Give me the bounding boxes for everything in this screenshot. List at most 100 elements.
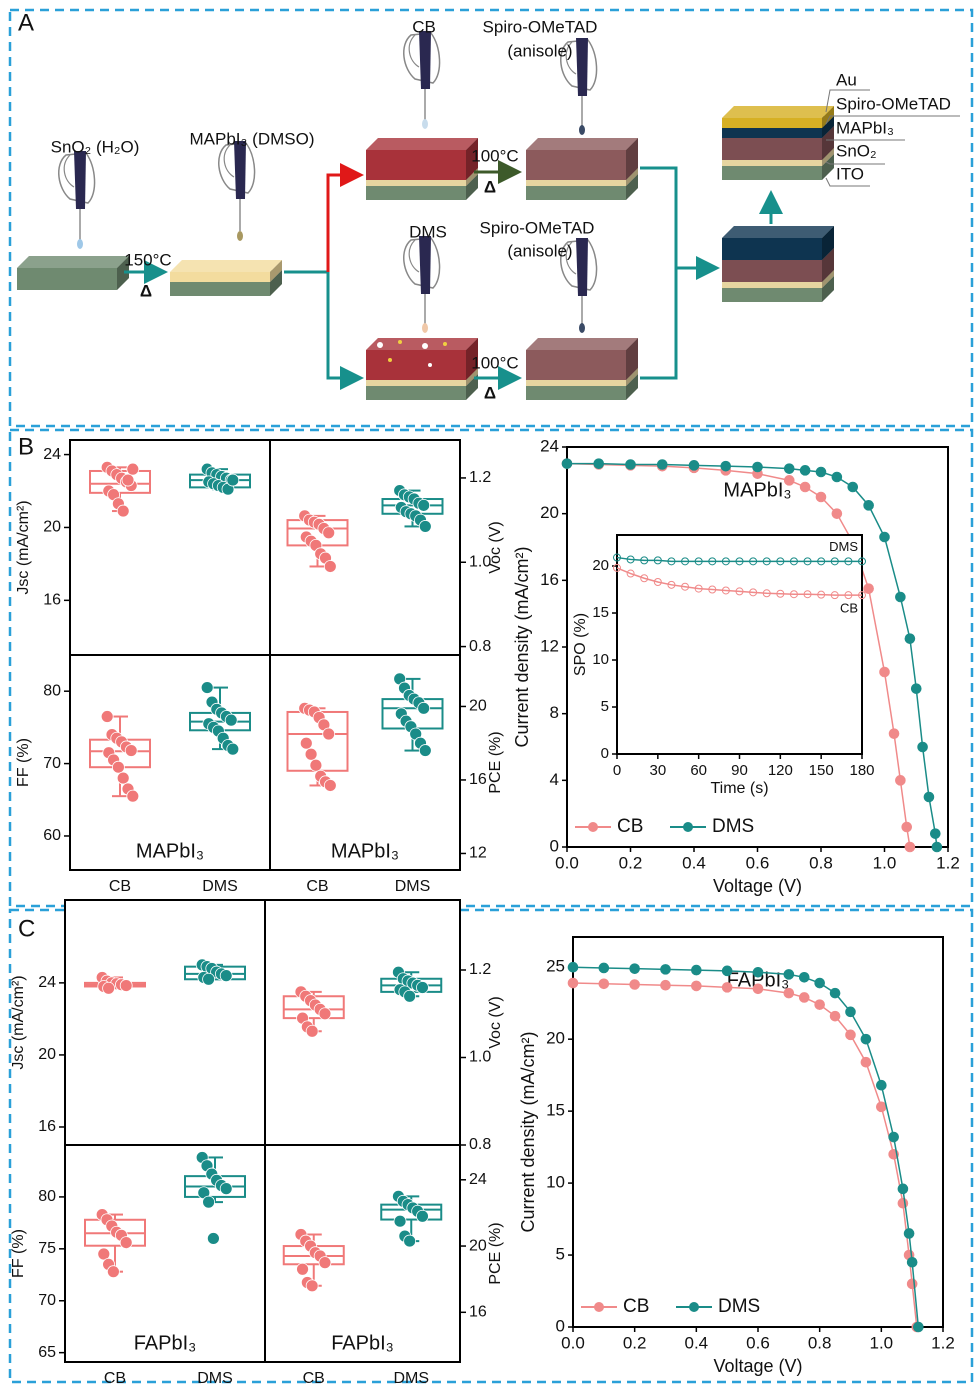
data-point xyxy=(661,964,671,974)
schematic-label: 150°C xyxy=(124,250,171,269)
legend-marker xyxy=(689,1302,699,1312)
data-point xyxy=(895,775,905,785)
y-tick-label: 65 xyxy=(38,1344,56,1361)
x-tick-label: 0.4 xyxy=(685,1333,709,1352)
y-tick-label: 5 xyxy=(556,1245,565,1264)
x-tick-label: 0.8 xyxy=(809,853,833,872)
data-point xyxy=(876,1102,886,1112)
data-point xyxy=(324,779,336,791)
data-point xyxy=(861,1057,871,1067)
legend-marker xyxy=(594,1302,604,1312)
data-point xyxy=(913,1322,923,1332)
data-point xyxy=(394,1215,406,1227)
x-tick-label: 1.2 xyxy=(931,1333,955,1352)
schematic-label: CB xyxy=(412,17,436,36)
y-axis-label: FF (%) xyxy=(10,1229,27,1278)
data-point xyxy=(753,984,763,994)
schematic-label: Δ xyxy=(484,177,496,196)
data-point xyxy=(930,829,940,839)
data-point xyxy=(203,1196,215,1208)
x-tick-label: 120 xyxy=(768,762,793,779)
x-tick-label: 1.0 xyxy=(870,1333,894,1352)
x-tick-label: 0.4 xyxy=(682,853,706,872)
data-point xyxy=(416,982,428,994)
y-tick-label: 5 xyxy=(601,698,609,715)
plot-frame xyxy=(65,1145,265,1362)
data-point xyxy=(902,822,912,832)
schematic-label: DMS xyxy=(409,222,447,241)
y-tick-label: 16 xyxy=(469,771,487,788)
x-tick-label: 60 xyxy=(690,762,707,779)
x-tick-label: CB xyxy=(303,1370,325,1386)
y-tick-label: 12 xyxy=(540,636,559,655)
data-point xyxy=(815,978,825,988)
y-tick-label: 24 xyxy=(38,974,56,991)
data-point xyxy=(800,482,810,492)
data-point xyxy=(722,982,732,992)
y-tick-label: 16 xyxy=(540,570,559,589)
x-tick-label: 150 xyxy=(809,762,834,779)
x-tick-label: DMS xyxy=(393,1370,429,1386)
data-point xyxy=(816,467,826,477)
x-tick-label: 90 xyxy=(731,762,748,779)
y-tick-label: 70 xyxy=(43,755,61,772)
x-axis-label: Voltage (V) xyxy=(713,1356,802,1376)
data-point xyxy=(753,462,763,472)
y-tick-label: 60 xyxy=(43,827,61,844)
y-tick-label: 80 xyxy=(43,682,61,699)
data-point xyxy=(889,1132,899,1142)
schematic-label: Spiro-OMeTAD xyxy=(483,17,598,36)
data-point xyxy=(918,742,928,752)
data-point xyxy=(907,1279,917,1289)
data-point xyxy=(404,1235,416,1247)
data-point xyxy=(832,509,842,519)
schematic-label: 100°C xyxy=(471,146,518,165)
data-point xyxy=(626,460,636,470)
y-tick-label: 20 xyxy=(469,1237,487,1254)
y-tick-label: 0 xyxy=(550,836,559,855)
data-point xyxy=(799,992,809,1002)
data-point xyxy=(784,475,794,485)
data-point xyxy=(689,460,699,470)
data-point xyxy=(107,1266,119,1278)
data-point xyxy=(120,980,132,992)
y-axis-label: PCE (%) xyxy=(487,1222,504,1284)
plot-frame xyxy=(617,535,862,754)
data-point xyxy=(419,745,431,757)
y-tick-label: 0.8 xyxy=(469,1136,491,1153)
data-point xyxy=(306,1280,318,1292)
y-axis-label: Jsc (mA/cm²) xyxy=(10,975,27,1069)
data-point xyxy=(799,972,809,982)
x-tick-label: CB xyxy=(306,878,328,895)
plot-frame xyxy=(270,655,460,870)
data-point xyxy=(721,461,731,471)
data-point xyxy=(846,1007,856,1017)
schematic-label: Δ xyxy=(484,383,496,402)
plot-frame xyxy=(270,440,460,655)
data-point xyxy=(310,759,322,771)
data-point xyxy=(864,584,874,594)
data-point xyxy=(101,711,113,723)
data-point xyxy=(784,988,794,998)
data-point xyxy=(880,532,890,542)
y-tick-label: 16 xyxy=(43,592,61,609)
y-tick-label: 0 xyxy=(601,745,609,762)
y-axis-label: Voc (V) xyxy=(487,996,504,1048)
layer-label: Spiro-OMeTAD xyxy=(836,94,951,113)
data-point xyxy=(562,459,572,469)
data-point xyxy=(876,1080,886,1090)
data-point xyxy=(911,684,921,694)
y-tick-label: 12 xyxy=(469,845,487,862)
data-point xyxy=(815,1000,825,1010)
data-point xyxy=(907,1257,917,1267)
data-point xyxy=(568,978,578,988)
data-point xyxy=(898,1198,908,1208)
legend-label: CB xyxy=(623,1296,649,1317)
y-tick-label: 75 xyxy=(38,1240,56,1257)
data-point xyxy=(784,464,794,474)
data-point xyxy=(203,973,215,985)
schematic-label: (anisole) xyxy=(507,41,572,60)
data-point xyxy=(889,729,899,739)
data-point xyxy=(418,702,430,714)
x-tick-label: DMS xyxy=(395,878,431,895)
